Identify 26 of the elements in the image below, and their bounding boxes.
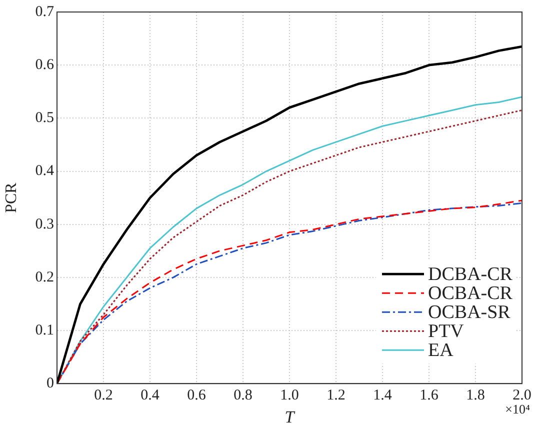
x-tick-label: 1.8	[466, 388, 485, 404]
legend-label: DCBA-CR	[428, 264, 513, 286]
x-tick-label: 0.4	[140, 388, 160, 404]
legend-label: EA	[428, 340, 454, 362]
y-tick-label: 0.5	[35, 110, 54, 126]
x-tick-label: 0.8	[234, 388, 252, 404]
legend-label: OCBA-SR	[428, 302, 511, 324]
y-tick-label: 0.3	[35, 216, 54, 232]
y-axis-title: PCR	[2, 182, 20, 213]
x-tick-label: 1.0	[280, 388, 299, 404]
legend-label: OCBA-CR	[428, 283, 513, 304]
y-tick-label: 0.1	[35, 322, 54, 338]
x-tick-label: 2.0	[512, 388, 532, 404]
y-tick-label: 0.2	[35, 269, 54, 286]
x-axis-title: T	[284, 407, 296, 426]
legend-label: PTV	[428, 321, 464, 342]
y-tick-label: 0.4	[35, 163, 54, 180]
x-tick-label: 0.2	[94, 388, 113, 404]
x-tick-label: 1.4	[373, 388, 392, 404]
y-tick-label: 0.7	[35, 4, 54, 20]
x-tick-label: 1.2	[326, 388, 346, 404]
x-tick-label: 0.6	[187, 388, 206, 404]
y-tick-label: 0	[46, 376, 54, 392]
x-tick-label: 1.6	[420, 388, 439, 404]
y-tick-label: 0.6	[35, 57, 54, 74]
text: ×10⁴	[505, 402, 530, 417]
